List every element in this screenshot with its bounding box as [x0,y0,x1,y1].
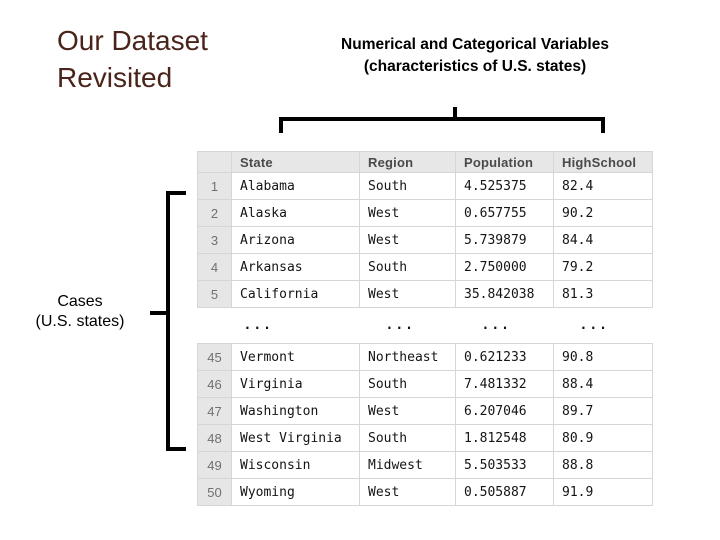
cell-highschool: 90.2 [553,199,653,227]
cell-state: West Virginia [231,424,360,452]
cell-region: West [359,280,456,308]
row-number: 3 [197,226,232,254]
cell-population: 5.503533 [455,451,554,479]
page-title-line-2: Revisited [57,62,173,93]
row-number: 2 [197,199,232,227]
row-number [197,307,232,344]
cell-population: 5.739879 [455,226,554,254]
cases-caption: Cases (U.S. states) [12,292,148,332]
table-row: 3 Arizona West 5.739879 84.4 [197,226,653,254]
cell-state: Arizona [231,226,360,254]
cases-caption-line-2: (U.S. states) [35,313,125,330]
variables-caption-line-1: Numerical and Categorical Variables [341,36,609,53]
cell-region: ... [359,307,456,344]
cell-highschool: 82.4 [553,172,653,200]
row-number: 5 [197,280,232,308]
cell-highschool: 81.3 [553,280,653,308]
table-row: 46 Virginia South 7.481332 88.4 [197,370,653,398]
cell-region: West [359,199,456,227]
table-row: 49 Wisconsin Midwest 5.503533 88.8 [197,451,653,479]
cell-population: 0.505887 [455,478,554,506]
cell-region: West [359,397,456,425]
cell-population: 6.207046 [455,397,554,425]
states-table: State Region Population HighSchool 1 Alabama… [197,151,653,506]
cases-bracket-icon [150,191,186,451]
cell-region: South [359,370,456,398]
cell-region: West [359,226,456,254]
cell-state: Vermont [231,343,360,371]
page-title-line-1: Our Dataset [57,25,208,56]
cell-state: Arkansas [231,253,360,281]
row-number: 48 [197,424,232,452]
variables-bracket-icon [279,107,605,133]
cell-highschool: 91.9 [553,478,653,506]
cell-state: Wisconsin [231,451,360,479]
cell-population: 0.657755 [455,199,554,227]
cell-region: South [359,424,456,452]
cell-state: Virginia [231,370,360,398]
cell-highschool: 80.9 [553,424,653,452]
cell-highschool: 88.8 [553,451,653,479]
table-row: 5 California West 35.842038 81.3 [197,280,653,308]
row-number: 4 [197,253,232,281]
cell-population: ... [455,307,554,344]
table-row: 45 Vermont Northeast 0.621233 90.8 [197,343,653,371]
column-header-highschool: HighSchool [553,151,653,173]
row-number: 46 [197,370,232,398]
cell-population: 2.750000 [455,253,554,281]
cell-state: Alaska [231,199,360,227]
table-row: 4 Arkansas South 2.750000 79.2 [197,253,653,281]
cell-state: Washington [231,397,360,425]
row-number: 1 [197,172,232,200]
row-number: 50 [197,478,232,506]
cell-state: California [231,280,360,308]
table-body: 1 Alabama South 4.525375 82.4 2 Alaska West 0.65… [197,172,653,506]
cell-population: 35.842038 [455,280,554,308]
cell-highschool: ... [553,307,653,344]
cell-region: Midwest [359,451,456,479]
cell-state: ... [231,307,360,344]
table-row: 48 West Virginia South 1.812548 80.9 [197,424,653,452]
cell-highschool: 79.2 [553,253,653,281]
cell-region: South [359,253,456,281]
variables-caption-line-2: (characteristics of U.S. states) [363,58,587,75]
column-header-population: Population [455,151,554,173]
page-title: Our Dataset Revisited [57,22,208,96]
cell-region: West [359,478,456,506]
column-header-region: Region [359,151,456,173]
cell-state: Alabama [231,172,360,200]
cell-population: 7.481332 [455,370,554,398]
table-header: State Region Population HighSchool [197,151,653,173]
cell-state: Wyoming [231,478,360,506]
row-number: 45 [197,343,232,371]
ellipsis-row: ............ [197,307,653,344]
row-number: 47 [197,397,232,425]
table-row: 47 Washington West 6.207046 89.7 [197,397,653,425]
cell-highschool: 88.4 [553,370,653,398]
column-header-state: State [231,151,360,173]
table-row: 50 Wyoming West 0.505887 91.9 [197,478,653,506]
cell-population: 4.525375 [455,172,554,200]
cell-region: South [359,172,456,200]
header-row: State Region Population HighSchool [197,151,653,173]
cases-caption-line-1: Cases [57,293,103,310]
cell-population: 1.812548 [455,424,554,452]
variables-caption: Numerical and Categorical Variables (cha… [320,34,630,78]
cell-highschool: 89.7 [553,397,653,425]
table-row: 2 Alaska West 0.657755 90.2 [197,199,653,227]
cell-highschool: 84.4 [553,226,653,254]
cell-population: 0.621233 [455,343,554,371]
cell-highschool: 90.8 [553,343,653,371]
table-row: 1 Alabama South 4.525375 82.4 [197,172,653,200]
cell-region: Northeast [359,343,456,371]
row-number-header [197,151,232,173]
row-number: 49 [197,451,232,479]
